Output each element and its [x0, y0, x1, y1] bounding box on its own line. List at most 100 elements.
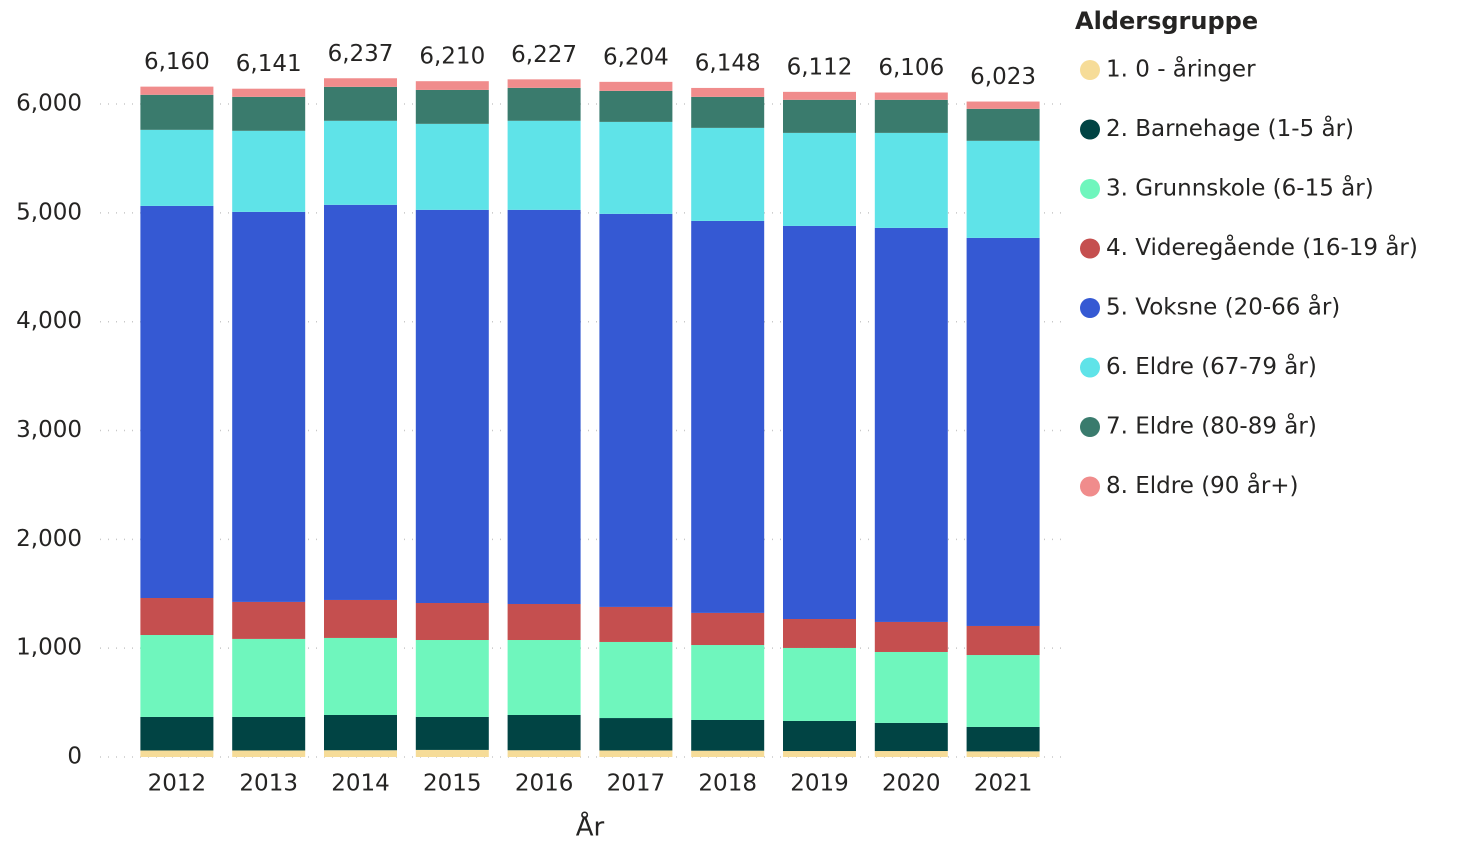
bar-segment — [324, 637, 397, 715]
bar-segment — [232, 716, 306, 751]
legend-label: 8. Eldre (90 år+) — [1106, 471, 1299, 499]
x-tick-label: 2019 — [790, 771, 849, 797]
bar-segment — [232, 750, 306, 757]
bar-segment — [691, 645, 765, 720]
x-tick-label: 2021 — [974, 771, 1033, 797]
total-label: 6,237 — [328, 41, 394, 67]
legend-label: 2. Barnehage (1-5 år) — [1106, 114, 1354, 142]
total-label: 6,204 — [603, 44, 669, 70]
bar-segment — [783, 132, 856, 226]
bar-segment — [507, 714, 581, 751]
bar-segment — [507, 640, 581, 715]
x-axis-title: År — [576, 811, 605, 843]
legend-marker — [1080, 238, 1100, 259]
bar-segment — [232, 638, 306, 717]
bar-segment — [599, 121, 673, 214]
bar-segment — [966, 655, 1040, 727]
legend-marker — [1080, 119, 1100, 140]
legend-marker — [1080, 357, 1100, 378]
total-label: 6,160 — [144, 49, 210, 75]
y-tick-label: 4,000 — [16, 308, 82, 334]
y-tick-label: 0 — [67, 744, 82, 770]
total-label: 6,148 — [695, 50, 761, 76]
legend-label: 1. 0 - åringer — [1106, 55, 1256, 83]
bar-segment — [874, 651, 948, 723]
x-tick-label: 2017 — [607, 771, 666, 797]
bar-segment — [324, 120, 397, 205]
bar-segment — [415, 81, 489, 90]
x-tick-label: 2014 — [331, 771, 390, 797]
bar-segment — [783, 99, 856, 133]
bar-segment — [140, 205, 214, 599]
bar-segment — [324, 750, 397, 757]
bar-segment — [140, 129, 214, 206]
bar-segment — [140, 716, 214, 751]
bar-segment — [599, 606, 673, 642]
bar-segment — [874, 751, 948, 757]
legend-label: 7. Eldre (80-89 år) — [1106, 412, 1317, 440]
bar-segment — [507, 120, 581, 210]
bar-segment — [507, 87, 581, 121]
bar-segment — [691, 87, 765, 97]
x-tick-label: 2016 — [515, 771, 574, 797]
y-tick-label: 3,000 — [16, 417, 82, 443]
x-tick-label: 2012 — [148, 771, 207, 797]
bar-segment — [599, 81, 673, 91]
bar-segment — [232, 96, 306, 131]
bar-segment — [507, 750, 581, 757]
total-label: 6,106 — [878, 55, 944, 81]
bar-segment — [415, 749, 489, 757]
total-label: 6,141 — [236, 51, 302, 77]
bar-segment — [140, 94, 214, 130]
legend-label: 3. Grunnskole (6-15 år) — [1106, 174, 1374, 202]
y-tick-label: 6,000 — [16, 91, 82, 117]
bar-segment — [966, 625, 1040, 656]
bar-segment — [507, 603, 581, 641]
bar-segment — [966, 108, 1040, 141]
legend-marker — [1080, 476, 1100, 497]
bar-segment — [507, 79, 581, 88]
bar-segment — [691, 96, 765, 128]
bar-segment — [783, 619, 856, 648]
bar-segment — [140, 635, 214, 717]
bar-segment — [966, 726, 1040, 752]
bar-segment — [966, 101, 1040, 109]
bar-segment — [691, 612, 765, 646]
total-label: 6,227 — [511, 42, 577, 68]
bar-segment — [507, 209, 581, 604]
bar-segment — [599, 90, 673, 122]
x-tick-label: 2018 — [698, 771, 757, 797]
bar-segment — [966, 237, 1040, 626]
bar-segment — [415, 640, 489, 717]
bar-segment — [874, 92, 948, 100]
legend-label: 4. Videregående (16-19 år) — [1106, 233, 1418, 261]
total-label: 6,112 — [787, 54, 853, 80]
bar-segment — [691, 127, 765, 221]
x-tick-label: 2020 — [882, 771, 941, 797]
bar-segment — [874, 99, 948, 133]
bar-segment — [783, 647, 856, 721]
bar-segment — [966, 140, 1040, 238]
bar-segment — [783, 225, 856, 620]
bar-segment — [691, 719, 765, 751]
x-tick-label: 2015 — [423, 771, 482, 797]
bar-segment — [966, 751, 1040, 757]
legend-marker — [1080, 298, 1100, 318]
x-tick-label: 2013 — [239, 771, 298, 797]
bar-segment — [783, 91, 856, 100]
bar-segment — [232, 88, 306, 97]
total-label: 6,210 — [419, 44, 485, 70]
bar-segment — [324, 78, 397, 87]
bar-segment — [324, 714, 397, 751]
bar-segment — [140, 598, 214, 636]
legend-title: Aldersgruppe — [1075, 7, 1258, 35]
y-tick-label: 1,000 — [16, 635, 82, 661]
bar-segment — [874, 132, 948, 228]
bar-segment — [415, 123, 489, 210]
legend-marker — [1080, 60, 1100, 80]
bar-segment — [415, 89, 489, 124]
bar-segment — [783, 720, 856, 752]
bar-segment — [691, 220, 765, 613]
total-label: 6,023 — [970, 64, 1036, 90]
